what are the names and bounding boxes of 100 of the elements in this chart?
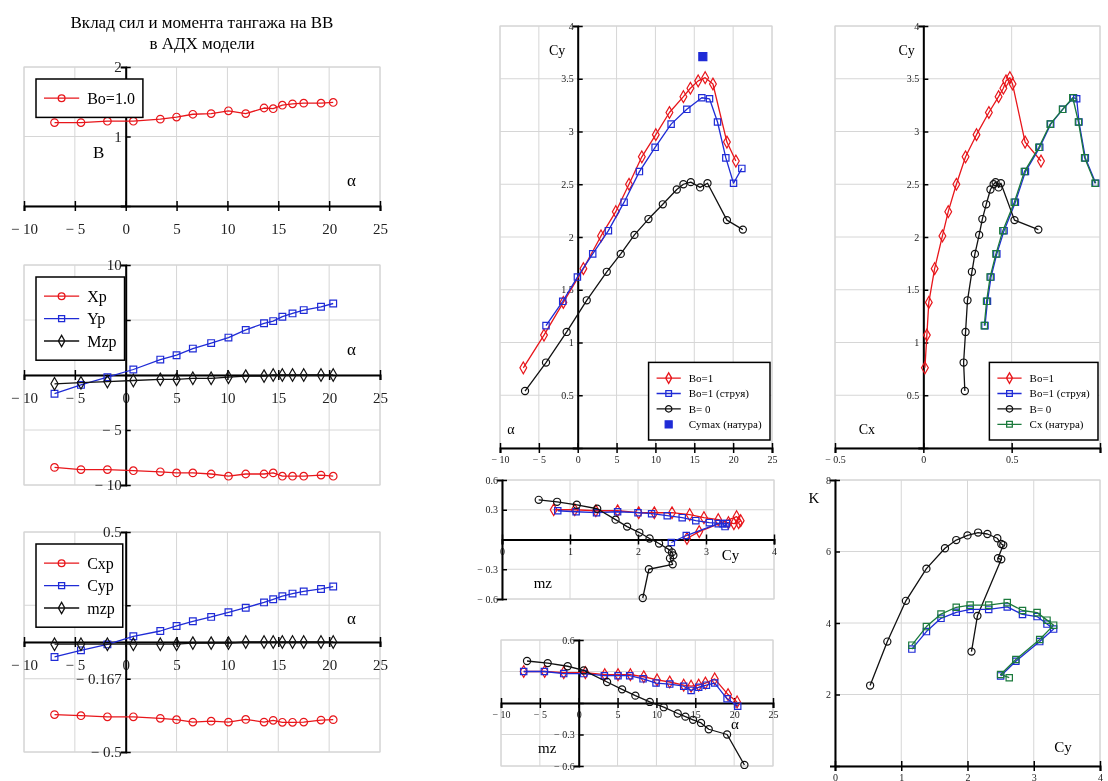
- x-tick-label: 3: [1031, 772, 1037, 781]
- x-tick-label: 10: [651, 709, 662, 721]
- legend-label: Bo=1 (струя): [688, 387, 750, 401]
- x-tick-label: 0: [575, 454, 581, 466]
- y-tick-label: 2.5: [906, 178, 920, 190]
- y-tick-label: − 10: [94, 477, 122, 494]
- chart-title: Вклад сил и момента тангажа на ВВ: [70, 13, 334, 32]
- x-tick-label: 0: [122, 220, 130, 237]
- legend-label: B= 0: [688, 402, 712, 415]
- y-tick-label: − 0.6: [554, 760, 575, 772]
- y-tick-label: − 0.3: [477, 563, 498, 575]
- y-tick-label: 3.5: [906, 73, 920, 85]
- x-tick-label: 20: [322, 220, 338, 237]
- x-tick-label: − 5: [533, 709, 547, 721]
- x-tick-label: 5: [173, 389, 181, 406]
- x-tick-label: 15: [271, 656, 287, 673]
- y-tick-label: 1: [568, 337, 574, 349]
- x-tick-label: 20: [322, 656, 338, 673]
- x-tick-label: 20: [322, 389, 338, 406]
- y-tick-label: 2: [114, 59, 122, 76]
- x-tick-label: 25: [768, 709, 779, 721]
- x-tick-label: 25: [373, 220, 388, 237]
- y-tick-label: − 0.5: [90, 744, 122, 761]
- y-tick-label: 3: [568, 126, 574, 138]
- legend-label: Cx (натура): [1029, 418, 1084, 432]
- legend-label: Cyp: [87, 577, 114, 596]
- x-tick-label: 15: [271, 220, 287, 237]
- y-tick-label: 1: [914, 337, 920, 349]
- x-tick-label: 10: [220, 389, 236, 406]
- y-axis-title: B: [93, 143, 105, 163]
- y-tick-label: − 5: [102, 422, 122, 439]
- x-axis-title: Cy: [1054, 739, 1073, 756]
- x-tick-label: 25: [767, 454, 778, 466]
- x-tick-label: 1: [899, 772, 905, 781]
- chart-subtitle: в АДХ модели: [149, 34, 255, 53]
- x-axis-title: α: [507, 422, 516, 438]
- y-axis-title: Cy: [898, 42, 915, 58]
- y-tick-label: 0.6: [562, 634, 575, 646]
- y-tick-label: 10: [106, 257, 122, 274]
- y-tick-label: 6: [826, 546, 831, 558]
- x-tick-label: 2: [965, 772, 971, 781]
- x-axis-title: Cx: [858, 422, 875, 438]
- legend-label: B= 0: [1029, 402, 1052, 415]
- x-tick-label: 25: [373, 389, 388, 406]
- x-tick-label: 15: [271, 389, 287, 406]
- y-tick-label: 4: [914, 20, 920, 32]
- x-tick-label: − 10: [10, 220, 39, 237]
- x-tick-label: 3: [704, 545, 709, 557]
- x-tick-label: 15: [690, 709, 701, 721]
- x-tick-label: 2: [636, 545, 641, 557]
- legend-label: Bo=1: [688, 371, 714, 384]
- x-tick-label: 15: [689, 454, 700, 466]
- y-tick-label: 3: [914, 126, 920, 138]
- legend-label: Cxp: [87, 554, 114, 573]
- legend-label: Bo=1 (струя): [1029, 387, 1090, 401]
- x-tick-label: − 10: [10, 389, 39, 406]
- y-tick-label: 4: [826, 617, 831, 629]
- x-axis-title: α: [347, 171, 357, 191]
- x-tick-label: 0: [833, 772, 838, 781]
- legend-label: Bo=1: [1029, 371, 1055, 384]
- x-tick-label: 4: [1098, 772, 1103, 781]
- y-tick-label: 4: [568, 20, 574, 32]
- x-tick-label: − 5: [532, 454, 546, 466]
- x-tick-label: − 5: [65, 220, 86, 237]
- x-axis-title: α: [347, 608, 357, 628]
- legend-label: Yp: [87, 310, 106, 329]
- x-tick-label: 4: [772, 545, 777, 557]
- x-tick-label: 0.5: [1005, 454, 1019, 466]
- y-tick-label: − 0.6: [477, 593, 498, 605]
- y-axis-title: Cy: [548, 42, 566, 58]
- y-tick-label: 8: [826, 474, 831, 486]
- x-tick-label: 10: [220, 656, 236, 673]
- y-tick-label: 1: [114, 128, 122, 145]
- legend-label: mzp: [87, 599, 115, 618]
- x-tick-label: 5: [615, 709, 621, 721]
- y-tick-label: 0.5: [102, 524, 122, 541]
- x-tick-label: 5: [173, 656, 181, 673]
- x-tick-label: 5: [173, 220, 181, 237]
- y-tick-label: 1.5: [906, 284, 920, 296]
- x-tick-label: 5: [614, 454, 620, 466]
- y-tick-label: 0.3: [485, 504, 498, 516]
- y-tick-label: 2: [826, 689, 831, 701]
- y-axis-title: mz: [538, 740, 557, 757]
- x-tick-label: 25: [373, 656, 388, 673]
- y-tick-label: − 0.3: [554, 729, 575, 741]
- x-tick-label: 10: [650, 454, 661, 466]
- y-tick-label: 3.5: [561, 73, 574, 85]
- y-tick-label: 2.5: [561, 178, 574, 190]
- x-tick-label: − 5: [65, 656, 86, 673]
- x-tick-label: 10: [220, 220, 236, 237]
- legend-label: Cymax (натура): [688, 418, 762, 432]
- x-tick-label: 0: [921, 454, 927, 466]
- y-axis-title: mz: [533, 575, 553, 592]
- x-tick-label: − 10: [10, 656, 39, 673]
- y-tick-label: − 0.167: [75, 671, 123, 688]
- legend-label: Xp: [87, 287, 107, 306]
- legend-label: Bo=1.0: [87, 89, 135, 107]
- y-axis-title: K: [808, 490, 820, 507]
- x-tick-label: 20: [728, 454, 739, 466]
- x-axis-title: α: [347, 339, 357, 359]
